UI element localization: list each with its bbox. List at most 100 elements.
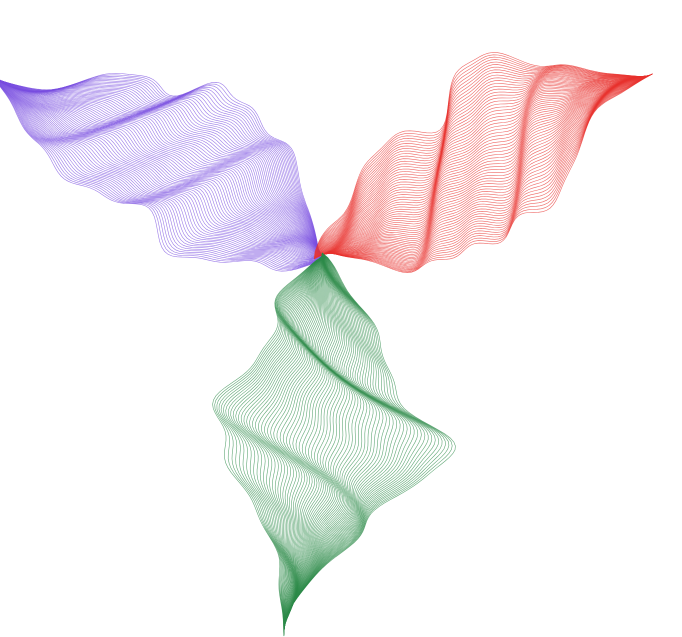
petal-stroke: [0, 80, 323, 256]
petal-stroke: [284, 252, 440, 620]
petal-stroke: [0, 80, 324, 257]
petal-stroke: [324, 74, 651, 255]
petal-stroke: [276, 255, 323, 631]
petal-stroke: [0, 81, 325, 258]
petal-stroke: [0, 80, 323, 256]
petal-stroke: [284, 252, 453, 619]
petal-stroke: [214, 256, 323, 636]
petal-stroke: [0, 82, 325, 261]
petal-stroke: [0, 85, 327, 270]
petal-stroke: [267, 255, 323, 632]
petal-stroke: [317, 76, 649, 258]
petal-stroke: [0, 80, 323, 256]
petal-stroke: [0, 80, 322, 255]
petal-stroke: [282, 255, 323, 630]
petal-stroke: [284, 254, 381, 624]
petal-stroke: [284, 254, 374, 625]
petal-stroke: [0, 80, 323, 256]
petal-stroke: [235, 256, 323, 634]
petal-stroke: [283, 255, 323, 630]
petal-stroke: [284, 253, 401, 623]
petal-stroke: [315, 68, 648, 259]
petal-stroke: [0, 79, 321, 254]
petal-stroke: [284, 253, 394, 623]
petal-stroke: [323, 74, 651, 255]
petal-stroke: [0, 80, 324, 257]
petal-stroke: [284, 254, 365, 625]
petal-stroke: [284, 254, 353, 626]
petal-stroke: [320, 75, 650, 257]
petal-stroke: [212, 256, 323, 637]
petal-stroke: [0, 81, 325, 258]
petal-stroke: [283, 254, 338, 628]
petal-stroke: [318, 75, 649, 257]
petal-stroke: [284, 253, 412, 622]
petal-stroke: [273, 255, 323, 631]
petal-stroke: [316, 71, 648, 259]
petal-stroke: [315, 70, 648, 259]
petal-stroke: [252, 256, 323, 633]
petal-stroke: [284, 252, 443, 620]
petal-stroke: [317, 76, 648, 258]
petal-stroke: [0, 80, 322, 255]
petal-stroke: [315, 69, 648, 259]
petal-stroke: [284, 253, 426, 621]
petal-stroke: [0, 83, 326, 265]
purple-petal: [0, 73, 327, 272]
petal-stroke: [329, 73, 653, 274]
petal-stroke: [0, 73, 318, 253]
petal-stroke: [284, 254, 371, 625]
petal-stroke: [321, 75, 650, 256]
petal-stroke: [216, 256, 323, 636]
petal-stroke: [322, 75, 650, 256]
petal-stroke: [243, 256, 323, 633]
petal-stroke: [0, 83, 326, 263]
petal-stroke: [0, 80, 319, 253]
petal-stroke: [220, 256, 323, 636]
petal-stroke: [0, 84, 326, 267]
petal-stroke: [225, 256, 323, 635]
petal-stroke: [0, 79, 320, 254]
petal-stroke: [260, 255, 323, 632]
petal-stroke: [321, 75, 650, 256]
petal-stroke: [0, 79, 320, 254]
petal-stroke: [0, 83, 326, 264]
petal-stroke: [319, 75, 649, 257]
petal-stroke: [283, 255, 336, 628]
petal-stroke: [329, 73, 653, 272]
petal-stroke: [329, 73, 653, 273]
petal-stroke: [325, 74, 652, 254]
petal-stroke: [0, 86, 327, 272]
petal-stroke: [0, 80, 324, 256]
petal-stroke: [0, 80, 322, 255]
petal-stroke: [283, 255, 330, 629]
petal-stroke: [284, 254, 359, 626]
petal-stroke: [0, 80, 323, 256]
petal-stroke: [0, 79, 321, 254]
petal-stroke: [284, 252, 446, 620]
red-petal: [313, 52, 653, 274]
petal-stroke: [323, 74, 651, 255]
petal-stroke: [255, 256, 323, 633]
petal-stroke: [323, 74, 651, 255]
petal-stroke: [324, 74, 651, 254]
petal-stroke: [322, 75, 650, 256]
petal-stroke: [0, 80, 324, 257]
petal-stroke: [321, 75, 650, 256]
petal-stroke: [284, 254, 368, 625]
petal-stroke: [283, 255, 326, 629]
petal-stroke: [284, 253, 419, 621]
petal-stroke: [0, 83, 326, 262]
petal-stroke: [284, 253, 387, 624]
petal-stroke: [0, 82, 325, 259]
petal-stroke: [0, 80, 324, 257]
petal-stroke: [318, 75, 649, 257]
petal-stroke: [0, 79, 319, 253]
petal-stroke: [283, 255, 332, 628]
petal-stroke: [0, 80, 323, 256]
petal-stroke: [315, 64, 647, 259]
petal-stroke: [0, 81, 325, 259]
petal-stroke: [230, 256, 323, 635]
petal-stroke: [284, 252, 450, 619]
petal-stroke: [240, 256, 323, 634]
